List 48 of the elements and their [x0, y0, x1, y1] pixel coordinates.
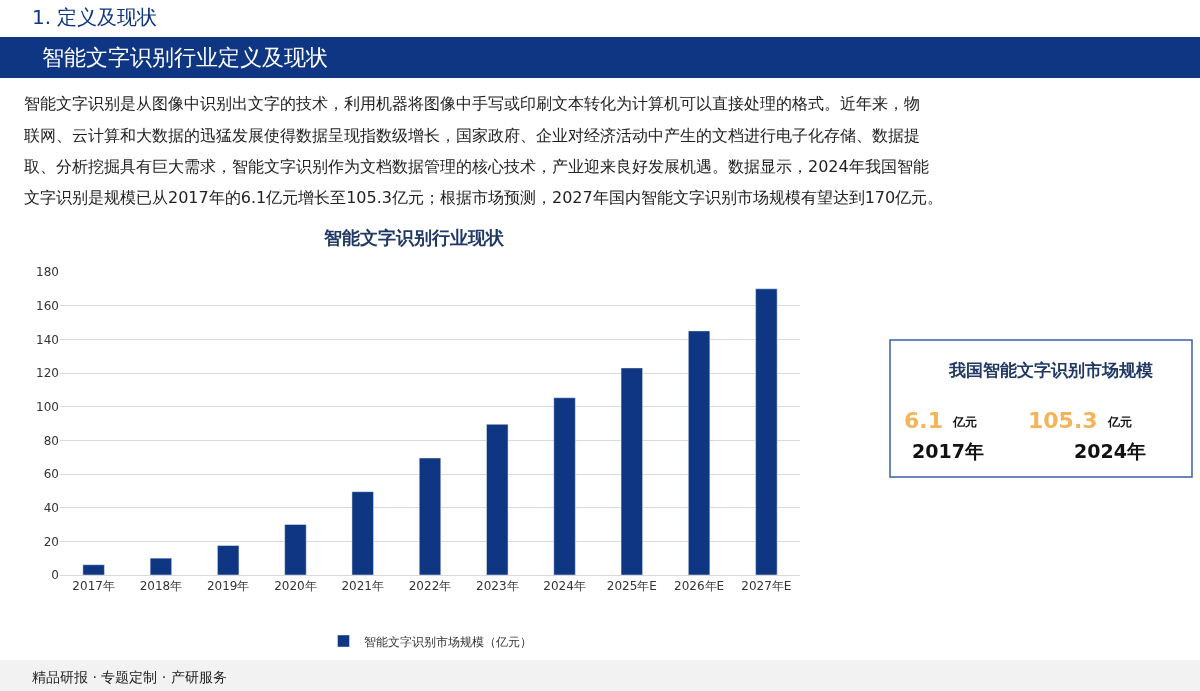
text: 智能文字识别是从图像中识别出文字的技术，利用机器将图像中手写或印刷文本转化为计算机可以直接处理的格式。近年来，物	[24, 94, 920, 113]
text: 2024年	[1074, 440, 1146, 462]
x-tick-label: 2021年	[341, 579, 384, 594]
bar	[688, 330, 711, 575]
bar	[755, 288, 778, 575]
bar	[351, 491, 374, 575]
text: 精品研报 · 专题定制 · 产研服务	[32, 669, 227, 685]
x-tick-label: 2018年	[139, 579, 183, 594]
y-tick-label: 180	[36, 265, 59, 280]
text: 1. 定义及现状	[32, 5, 158, 29]
x-tick-label: 2020年	[274, 579, 317, 594]
x-tick-label: 2017年	[72, 579, 115, 594]
y-tick-label: 80	[43, 433, 59, 448]
text: 我国智能文字识别市场规模	[948, 360, 1153, 380]
y-tick-label: 160	[36, 298, 59, 313]
y-tick-label: 140	[36, 332, 59, 347]
y-tick-label: 0	[51, 568, 59, 583]
y-tick-label: 120	[36, 366, 59, 381]
text: 2017年	[912, 440, 984, 462]
x-tick-label: 2019年	[206, 579, 250, 594]
text: 亿元	[952, 415, 977, 429]
y-tick-label: 20	[43, 534, 59, 549]
x-tick-label: 2026年E	[674, 579, 725, 594]
chart-title: 智能文字识别行业现状	[323, 227, 505, 249]
bar	[486, 424, 509, 575]
x-tick-label: 2025年E	[606, 579, 657, 594]
text: 亿元	[1107, 415, 1132, 429]
bar	[284, 524, 307, 575]
bar	[418, 457, 442, 575]
x-tick-label: 2023年	[476, 579, 519, 594]
text: 文字识别是规模已从2017年的6.1亿元增长至105.3亿元；根据市场预测，2027年国内智能文字识别市场规模有望达到170亿元。	[24, 188, 944, 207]
text: 智能文字识别行业定义及现状	[42, 45, 328, 70]
text: 6.1	[904, 408, 943, 433]
bar	[217, 545, 240, 575]
text: 105.3	[1028, 408, 1098, 433]
x-tick-label: 2027年E	[741, 579, 792, 594]
text: 取、分析挖掘具有巨大需求，智能文字识别作为文档数据管理的核心技术，产业迎来良好发展机遇。数据显示，2024年我国智能	[24, 157, 929, 176]
x-tick-label: 2024年	[543, 579, 586, 594]
bar	[553, 397, 576, 575]
legend-label: 智能文字识别市场规模（亿元）	[363, 634, 532, 649]
y-tick-label: 40	[43, 500, 59, 515]
bar	[82, 564, 105, 575]
x-tick-label: 2022年	[408, 579, 452, 594]
bar	[620, 367, 643, 575]
y-tick-label: 60	[43, 467, 59, 482]
y-tick-label: 100	[36, 399, 59, 414]
text: 联网、云计算和大数据的迅猛发展使得数据呈现指数级增长，国家政府、企业对经济活动中产生的文档进行电子化存储、数据提	[24, 126, 920, 145]
bar	[149, 557, 172, 575]
